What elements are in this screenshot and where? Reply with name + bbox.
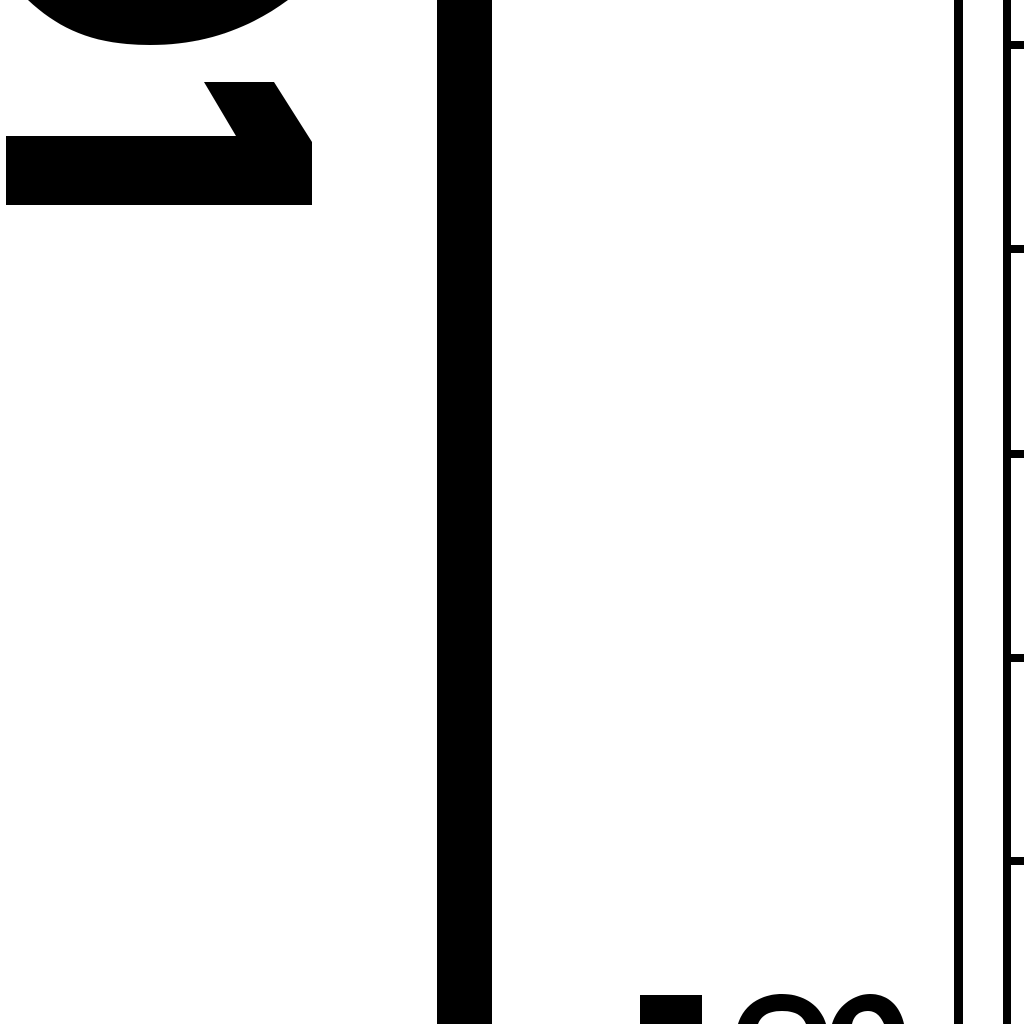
tick-mark (1003, 857, 1024, 865)
tick-mark (1003, 245, 1024, 253)
thick-vertical-bar (437, 0, 492, 1024)
thin-vertical-line (954, 0, 963, 1024)
cutoff-glyph-top (738, 994, 826, 1024)
hook-stroke-shape (6, 82, 312, 205)
tick-mark (1003, 654, 1024, 662)
tick-mark (1003, 450, 1024, 458)
tick-axis-line (1003, 0, 1011, 1024)
partial-ring-shape (28, 0, 288, 45)
cutoff-glyph-top (832, 994, 904, 1024)
tick-mark (1003, 41, 1024, 49)
cutoff-glyph-top (640, 995, 702, 1024)
